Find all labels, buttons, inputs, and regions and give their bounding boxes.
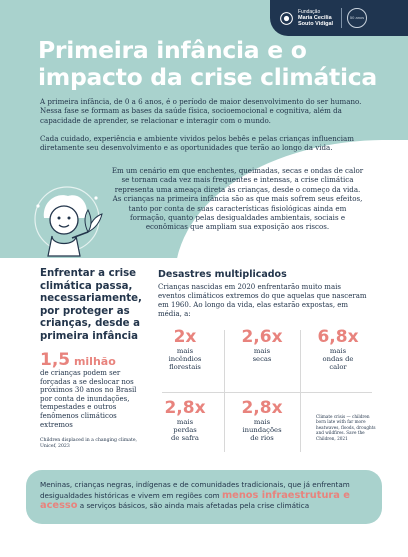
intro-paragraph-2: Cada cuidado, experiência e ambiente viv… — [40, 134, 354, 153]
stat-wildfires: 2x mais incêndios florestais — [155, 327, 215, 372]
callout-text-end: a serviços básicos, são ainda mais afeta… — [77, 501, 310, 510]
stat-value: 2x — [173, 327, 197, 347]
stat-value: 2,6x — [241, 327, 283, 347]
left-heading: Enfrentar a crise climática passa, neces… — [40, 268, 142, 342]
left-source: Children displaced in a changing climate… — [40, 438, 138, 449]
logo-line-3: Souto Vidigal — [298, 21, 334, 27]
stat-heatwaves: 6,8x mais ondas de calor — [308, 327, 368, 372]
stat-droughts: 2,6x mais secas — [232, 327, 292, 364]
displacement-stat: 1,5 milhão — [40, 350, 160, 370]
stat-label: mais perdas de safra — [171, 418, 199, 442]
child-with-plant-illustration-icon — [34, 186, 103, 257]
displacement-unit: milhão — [70, 355, 116, 368]
grid-divider-vertical — [300, 330, 301, 452]
stat-label: mais inundações de rios — [242, 418, 282, 442]
callout-highlight: menos infraestrutura e acesso — [40, 489, 350, 511]
intro-paragraph-1: A primeira infância, de 0 a 6 anos, é o … — [40, 97, 362, 125]
grid-divider-vertical — [224, 330, 225, 452]
callout-text-start: Meninas, crianças negras, indígenas e de… — [40, 480, 350, 500]
foundation-logo-icon — [280, 11, 293, 25]
grid-divider-horizontal — [162, 392, 372, 393]
displacement-number: 1,5 — [40, 350, 71, 370]
right-heading: Desastres multiplicados — [158, 269, 287, 280]
logo-line-1: Fundação — [298, 9, 321, 15]
right-source-note: Climate crisis — children born late with… — [316, 414, 376, 441]
stat-value: 6,8x — [317, 327, 359, 347]
stat-river-floods: 2,8x mais inundações de rios — [232, 398, 292, 443]
stat-label: mais incêndios florestais — [168, 347, 202, 371]
stat-label: mais secas — [252, 347, 272, 363]
stat-value: 2,8x — [241, 398, 283, 418]
stat-label: mais ondas de calor — [322, 347, 354, 371]
anniversary-seal: 50 anos — [347, 8, 368, 28]
logo-banner: Fundação Maria Cecilia Souto Vidigal 50 … — [270, 0, 408, 36]
right-intro: Crianças nascidas em 2020 enfrentarão mu… — [158, 283, 367, 318]
logo-line-2: Maria Cecilia — [298, 15, 332, 21]
displacement-description: de crianças podem ser forçadas a se desl… — [40, 369, 137, 429]
page-title: Primeira infância e o impacto da crise c… — [38, 36, 377, 91]
stat-value: 2,8x — [164, 398, 206, 418]
foundation-logo-text: Fundação Maria Cecilia Souto Vidigal — [298, 9, 333, 27]
stat-crop-failures: 2,8x mais perdas de safra — [155, 398, 215, 443]
bottom-callout: Meninas, crianças negras, indígenas e de… — [26, 470, 382, 524]
logo-divider — [341, 8, 343, 28]
intro-paragraph-3: Em um cenário em que enchentes, queimada… — [111, 166, 364, 232]
